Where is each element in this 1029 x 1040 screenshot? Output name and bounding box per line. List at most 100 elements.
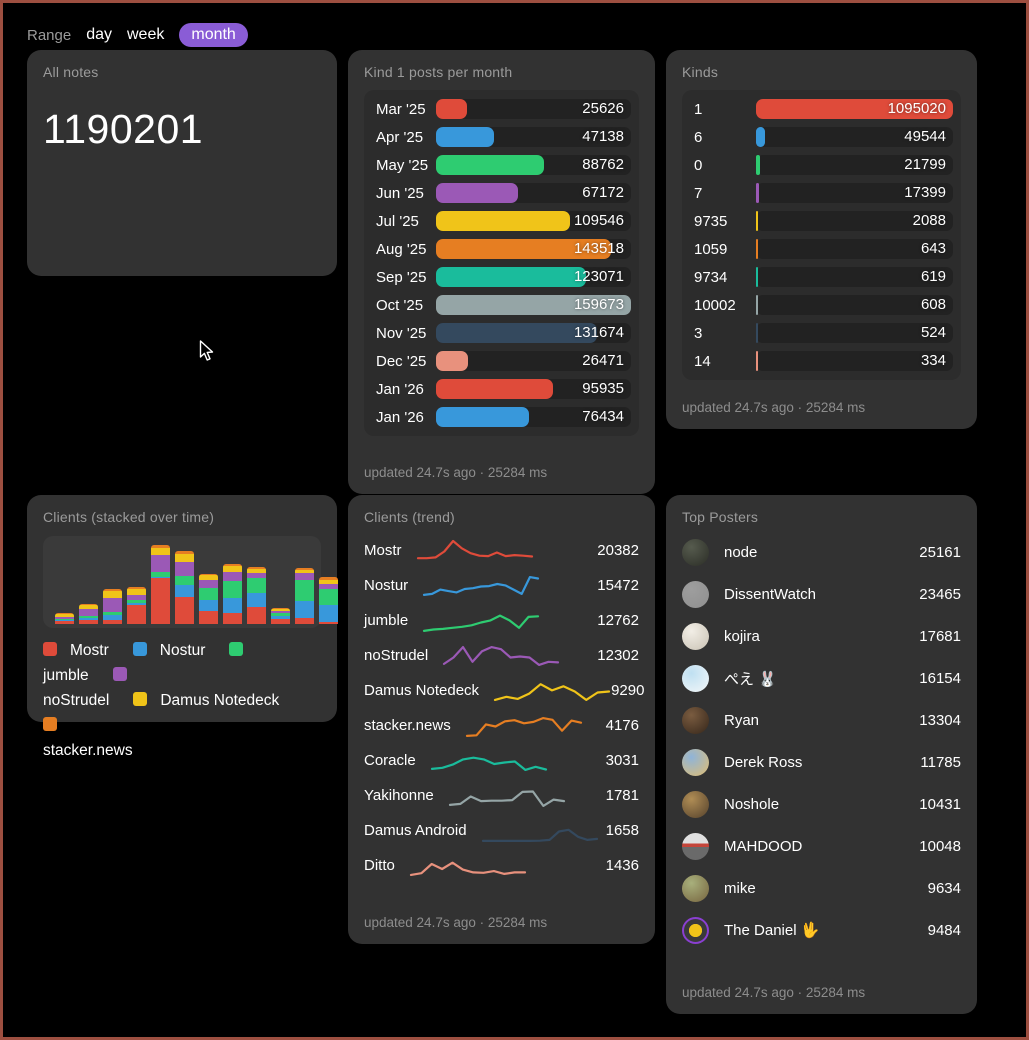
bar-fill xyxy=(436,183,519,203)
client-name: Mostr xyxy=(364,542,402,559)
bar-segment xyxy=(295,618,314,624)
poster-count: 25161 xyxy=(919,543,961,561)
avatar xyxy=(682,790,709,818)
poster-count: 23465 xyxy=(919,585,961,603)
client-count: 12762 xyxy=(597,612,639,629)
bar-fill xyxy=(756,211,758,231)
bar-value: 334 xyxy=(920,352,946,369)
bar-track: 143518 xyxy=(436,239,631,259)
kind1-posts-card: Kind 1 posts per month Mar '25 25626 Apr '… xyxy=(348,50,655,494)
bar-segment xyxy=(79,618,98,620)
bar-row: Nov '25 131674 xyxy=(372,319,631,347)
bar-track: 25626 xyxy=(436,99,631,119)
poster-count: 9634 xyxy=(927,879,961,897)
bar-track: 334 xyxy=(756,351,953,371)
bar-row: Jul '25 109546 xyxy=(372,207,631,235)
bar-row: 14 334 xyxy=(690,347,953,375)
bar-segment xyxy=(151,555,170,572)
bar-segment xyxy=(55,617,74,619)
range-label: Range xyxy=(27,26,72,44)
mouse-cursor xyxy=(199,340,214,361)
avatar xyxy=(682,664,709,692)
bar-fill xyxy=(756,351,758,371)
bar-label: 3 xyxy=(694,324,703,342)
bar-segment xyxy=(127,605,146,624)
poster-row: MAHDOOD 10048 xyxy=(682,825,961,867)
bar-value: 49544 xyxy=(904,128,946,145)
poster-name: DissentWatch xyxy=(724,585,816,603)
bar-segment xyxy=(319,584,338,589)
legend-swatch xyxy=(133,692,148,707)
bar-segment xyxy=(151,577,170,578)
card-title: Top Posters xyxy=(682,509,759,525)
bar-value: 21799 xyxy=(904,156,946,173)
bar-value: 608 xyxy=(920,296,946,313)
bar-segment xyxy=(295,601,314,618)
bar-track: 109546 xyxy=(436,211,631,231)
poster-row: Derek Ross 11785 xyxy=(682,741,961,783)
chart-legend: Mostr Nostur jumble noStrudel Damus Notedeck… xyxy=(43,638,321,764)
bar-segment xyxy=(79,609,98,616)
range-option-month[interactable]: month xyxy=(179,23,248,47)
bar-fill xyxy=(436,379,554,399)
bar-track: 619 xyxy=(756,267,953,287)
trend-list: Mostr 20382 Nostur 15472 jumble 12762 noStrude… xyxy=(364,533,644,883)
bar-segment xyxy=(127,589,146,595)
all-notes-card: All notes 1190201 xyxy=(27,50,337,276)
range-option-day[interactable]: day xyxy=(86,26,112,43)
clients-trend-card: Clients (trend) Mostr 20382 Nostur 15472 jum… xyxy=(348,495,655,944)
bar-fill xyxy=(436,211,570,231)
bar-segment xyxy=(175,597,194,624)
client-name: Nostur xyxy=(364,577,409,594)
bar-segment xyxy=(175,551,194,554)
legend-swatch xyxy=(112,667,127,682)
avatar xyxy=(682,706,709,734)
legend-swatch xyxy=(132,642,147,656)
range-option-week[interactable]: week xyxy=(127,26,165,43)
stacked-bar xyxy=(103,589,122,624)
bar-segment xyxy=(223,581,242,598)
bar-row: 6 49544 xyxy=(690,123,953,151)
client-name: stacker.news xyxy=(364,717,451,734)
bar-segment xyxy=(223,566,242,572)
sparkline xyxy=(416,539,533,559)
poster-row: DissentWatch 23465 xyxy=(682,573,961,615)
bar-row: Jan '26 76434 xyxy=(372,403,631,431)
bar-value: 143518 xyxy=(573,240,624,257)
bar-segment xyxy=(127,595,146,600)
stacked-bar xyxy=(247,567,266,624)
bar-fill xyxy=(436,295,631,315)
bar-label: Mar '25 xyxy=(376,100,426,118)
poster-name: MAHDOOD xyxy=(724,837,803,855)
client-count: 1781 xyxy=(605,787,639,804)
bar-segment xyxy=(223,598,242,613)
client-name: jumble xyxy=(364,612,409,629)
bar-label: Jan '26 xyxy=(376,408,424,426)
poster-name: The Daniel 🖖 xyxy=(724,922,820,939)
sparkline xyxy=(430,756,547,771)
trend-row: Damus Notedeck 9290 xyxy=(364,673,644,708)
bar-value: 17399 xyxy=(904,184,946,201)
bar-row: May '25 88762 xyxy=(372,151,631,179)
bar-row: Dec '25 26471 xyxy=(372,347,631,375)
bar-segment xyxy=(199,580,218,588)
bar-segment xyxy=(55,620,74,621)
stacked-bar xyxy=(319,577,338,624)
bar-track: 21799 xyxy=(756,155,953,175)
bar-value: 109546 xyxy=(573,212,624,229)
bar-label: 10002 xyxy=(694,296,736,314)
avatar xyxy=(682,622,709,650)
bar-segment xyxy=(199,611,218,624)
avatar xyxy=(682,748,709,776)
client-count: 4176 xyxy=(605,717,639,734)
trend-row: noStrudel 12302 xyxy=(364,638,639,673)
bar-value: 643 xyxy=(920,240,946,257)
stacked-bar-chart xyxy=(43,536,338,628)
bar-segment xyxy=(151,578,170,624)
poster-name: ぺえ 🐰 xyxy=(724,670,777,688)
bar-segment xyxy=(271,611,290,613)
bar-label: Jul '25 xyxy=(376,212,419,230)
bar-segment xyxy=(79,616,98,618)
bar-label: 7 xyxy=(694,184,703,202)
legend-swatch xyxy=(229,642,244,656)
